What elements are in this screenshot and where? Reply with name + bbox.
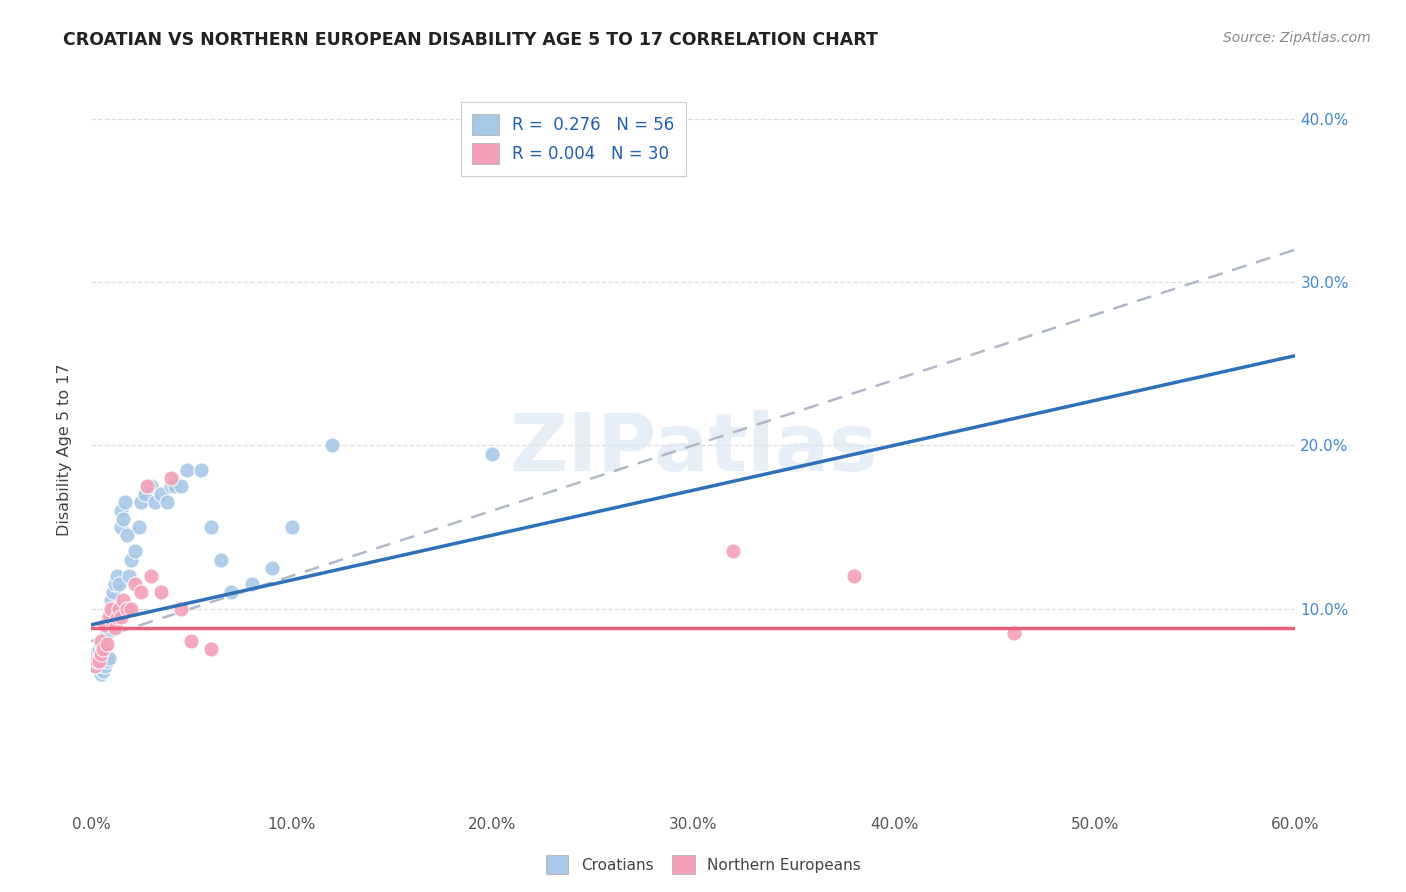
Point [190,463,212,477]
Point [156,495,179,509]
Point [96,626,118,640]
Point [86,654,108,668]
Point [94,658,117,673]
Point [110,520,132,534]
Point [200,642,222,657]
Point [87,654,110,668]
Point [98,609,121,624]
Point [101,585,124,599]
Point [115,528,138,542]
Point [101,618,124,632]
Point [110,609,132,624]
Point [86,654,108,668]
Point [87,650,110,665]
Point [104,601,127,615]
Point [165,479,187,493]
Point [90,634,112,648]
Point [90,654,112,668]
Point [120,552,142,566]
Point [120,601,142,615]
Point [124,544,146,558]
Point [176,463,198,477]
Point [91,642,114,657]
Point [481,446,503,460]
Point [90,637,112,651]
Point [134,487,156,501]
Point [842,569,865,583]
Point [260,561,283,575]
Point [321,438,343,452]
Point [112,512,135,526]
Point [129,495,152,509]
Point [104,621,127,635]
Point [90,647,112,661]
Point [100,601,122,615]
Point [91,654,114,668]
Point [118,569,141,583]
Point [124,577,146,591]
Text: Source: ZipAtlas.com: Source: ZipAtlas.com [1223,31,1371,45]
Point [723,544,745,558]
Point [170,601,193,615]
Point [105,609,128,624]
Point [94,618,117,632]
Point [150,487,173,501]
Point [240,577,263,591]
Point [90,647,112,661]
Legend: R =  0.276   N = 56, R = 0.004   N = 30: R = 0.276 N = 56, R = 0.004 N = 30 [461,102,686,176]
Point [160,471,183,485]
Point [209,552,232,566]
Point [96,654,118,668]
Point [112,593,135,607]
Point [114,495,136,509]
Point [87,658,110,673]
Point [115,601,138,615]
Point [143,495,166,509]
Point [98,609,121,624]
Point [108,601,131,615]
Point [90,666,112,681]
Point [91,664,114,678]
Point [100,609,122,624]
Point [200,520,222,534]
Point [128,520,150,534]
Point [108,577,131,591]
Point [280,520,302,534]
Point [104,577,127,591]
Y-axis label: Disability Age 5 to 17: Disability Age 5 to 17 [58,363,72,536]
Point [84,658,107,673]
Point [91,642,114,657]
Point [84,658,107,673]
Point [86,647,108,661]
Point [141,569,163,583]
Point [160,479,183,493]
Point [221,585,243,599]
Point [150,585,173,599]
Legend: Croatians, Northern Europeans: Croatians, Northern Europeans [540,849,866,880]
Text: ZIPatlas: ZIPatlas [509,410,877,489]
Point [98,650,121,665]
Text: CROATIAN VS NORTHERN EUROPEAN DISABILITY AGE 5 TO 17 CORRELATION CHART: CROATIAN VS NORTHERN EUROPEAN DISABILITY… [63,31,879,49]
Point [110,503,132,517]
Point [141,479,163,493]
Point [136,479,159,493]
Point [170,479,193,493]
Point [129,585,152,599]
Point [105,569,128,583]
Point [1002,626,1025,640]
Point [87,642,110,657]
Point [101,601,124,615]
Point [94,634,117,648]
Point [96,637,118,651]
Point [94,650,117,665]
Point [100,593,122,607]
Point [180,634,202,648]
